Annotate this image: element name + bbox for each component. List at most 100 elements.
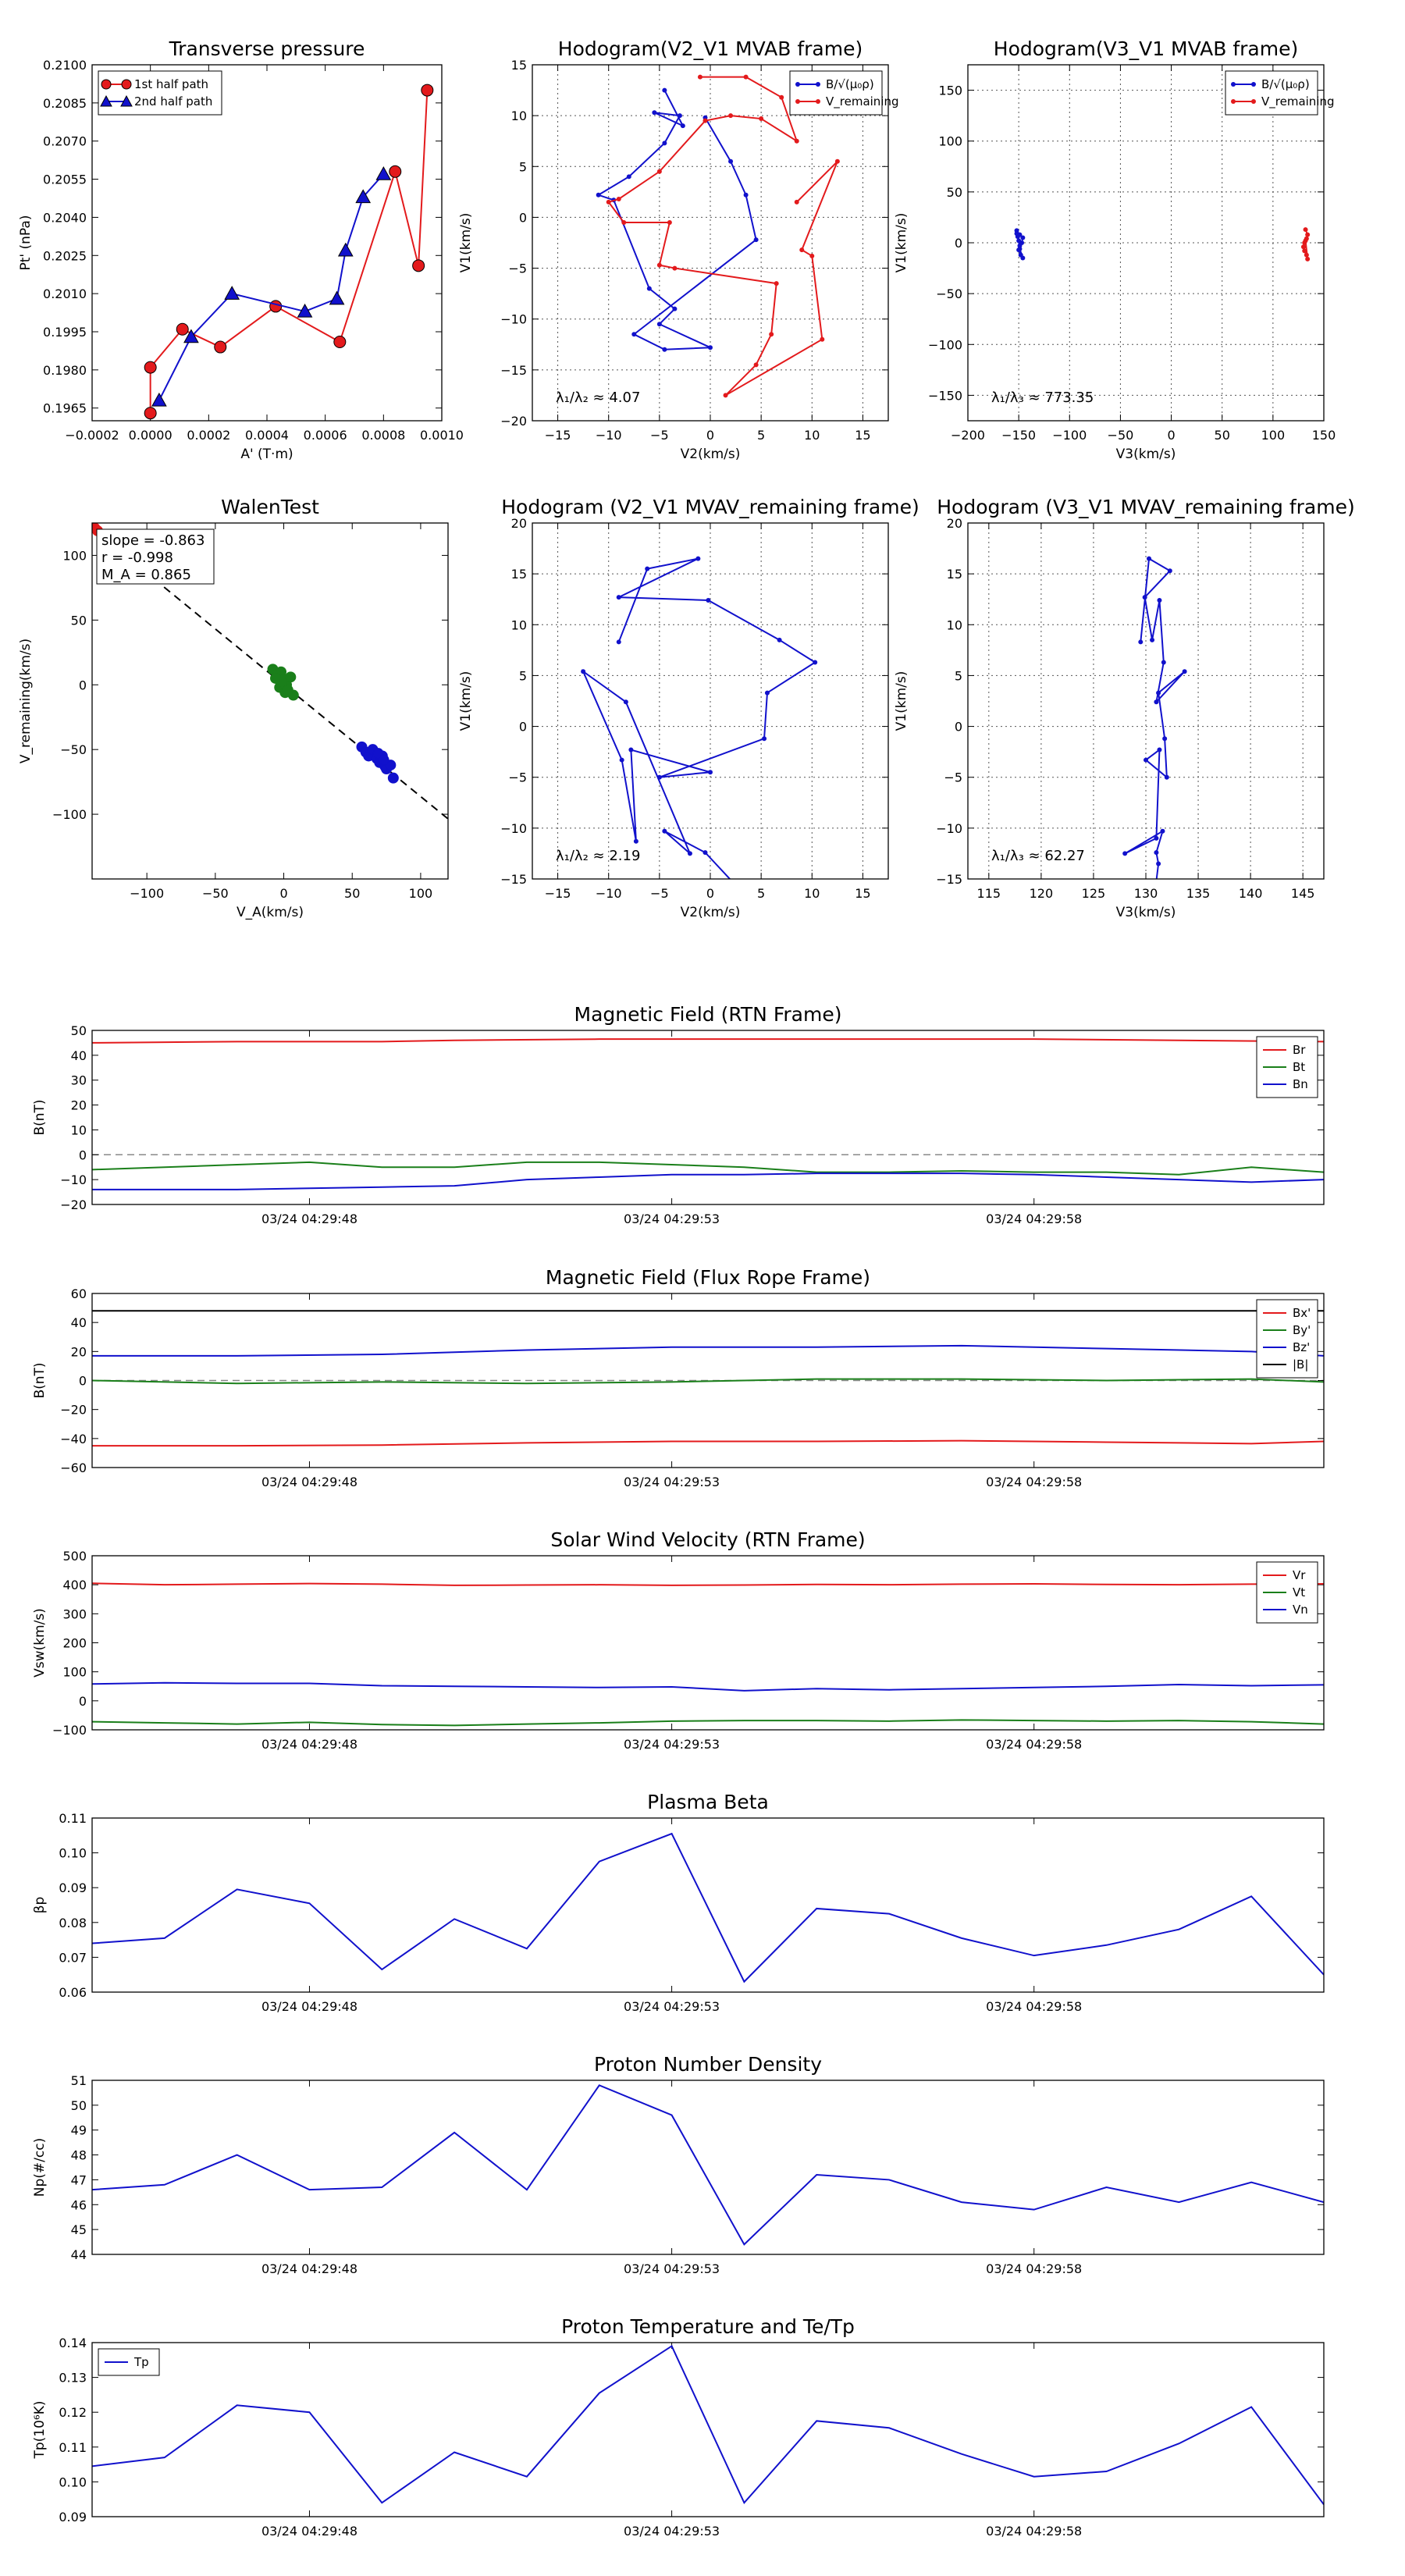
data-point	[333, 336, 347, 349]
y-tick-label: 15	[511, 567, 527, 582]
legend-label: 2nd half path	[134, 94, 212, 109]
x-tick-label: 5	[757, 428, 765, 443]
plot-frame	[91, 2342, 1325, 2517]
data-point	[1154, 850, 1159, 856]
y-tick-label: 0.2085	[43, 96, 87, 111]
x-axis-label: V2(km/s)	[681, 905, 741, 920]
data-point	[794, 199, 799, 205]
plot-area	[92, 1038, 1324, 1190]
series-line-vt	[92, 1719, 1324, 1727]
y-tick-label: 49	[71, 2123, 87, 2138]
data-point	[656, 169, 662, 174]
eigen-ratio-annotation: λ₁/λ₃ ≈ 773.35	[991, 390, 1094, 406]
x-tick-label: 03/24 04:29:53	[624, 2524, 720, 2539]
data-point	[762, 736, 767, 742]
x-tick-label: 03/24 04:29:58	[986, 1475, 1082, 1489]
data-point	[631, 332, 637, 337]
y-tick-label: 0.09	[59, 1880, 87, 1895]
chart-title: Plasma Beta	[647, 1791, 769, 1813]
legend-label: Vt	[1293, 1585, 1305, 1599]
data-point	[623, 699, 628, 705]
series-line-by-	[92, 1378, 1324, 1385]
y-tick-label: −10	[936, 821, 962, 836]
data-point	[329, 290, 345, 305]
chart-title: Hodogram(V3_V1 MVAB frame)	[994, 37, 1298, 60]
data-point	[662, 87, 667, 93]
y-tick-label: 200	[62, 1636, 87, 1651]
data-point	[656, 774, 662, 780]
x-axis-label: V3(km/s)	[1116, 447, 1176, 462]
plot-area	[92, 2344, 1324, 2505]
y-tick-label: 0	[79, 1374, 87, 1389]
data-point	[628, 747, 634, 753]
plot-frame	[91, 522, 449, 880]
y-tick-label: 500	[62, 1549, 87, 1564]
series-line-v-remaining	[607, 76, 838, 397]
data-point	[728, 158, 734, 164]
y-tick-label: 0.10	[59, 2475, 87, 2489]
data-point	[1167, 568, 1172, 574]
data-point	[378, 754, 389, 766]
y-tick-label: 0.2010	[43, 286, 87, 301]
x-tick-label: 50	[1215, 428, 1230, 443]
y-tick-label: −15	[936, 872, 962, 887]
series-line-tp	[92, 2344, 1324, 2505]
x-tick-label: 03/24 04:29:53	[624, 2261, 720, 2276]
legend-marker	[1251, 82, 1256, 87]
legend-label: V_remaining	[1261, 94, 1335, 109]
legend-label: Vr	[1293, 1568, 1306, 1582]
chart-title: Solar Wind Velocity (RTN Frame)	[550, 1528, 865, 1551]
data-point	[1020, 255, 1026, 261]
plot-area	[144, 84, 434, 420]
data-point	[1302, 248, 1307, 254]
y-tick-label: 20	[511, 516, 527, 531]
data-point	[764, 690, 770, 696]
data-point	[662, 828, 667, 834]
y-tick-label: 40	[71, 1048, 87, 1063]
data-point	[706, 598, 711, 603]
y-tick-label: 10	[947, 617, 962, 632]
data-point	[1154, 835, 1159, 841]
data-point	[743, 74, 749, 80]
legend-label: By'	[1293, 1323, 1311, 1337]
data-point	[753, 237, 759, 243]
data-point	[794, 138, 799, 144]
data-point	[813, 660, 818, 665]
legend: Br Bt Bn	[1256, 1036, 1318, 1098]
plot-area	[92, 2084, 1324, 2246]
y-tick-label: 48	[71, 2148, 87, 2163]
data-point	[646, 286, 652, 291]
y-tick-label: 0.09	[59, 2510, 87, 2524]
series-line-1st-half-path	[149, 90, 429, 414]
x-tick-label: −10	[596, 428, 622, 443]
chart-title: Hodogram(V2_V1 MVAB frame)	[558, 37, 863, 60]
data-point	[708, 345, 713, 350]
x-tick-label: −10	[596, 886, 622, 901]
data-point	[412, 259, 425, 272]
legend-frame	[789, 70, 883, 116]
data-point	[1161, 660, 1166, 665]
y-tick-label: 20	[947, 516, 962, 531]
x-tick-label: 03/24 04:29:58	[986, 1999, 1082, 2014]
x-tick-label: −150	[1001, 428, 1036, 443]
x-tick-label: 03/24 04:29:48	[261, 1212, 357, 1226]
series-line-bn	[92, 1172, 1324, 1190]
y-tick-label: 100	[62, 548, 87, 563]
walen-stats-box	[96, 528, 215, 585]
data-point	[697, 74, 702, 80]
chart-title: Magnetic Field (Flux Rope Frame)	[546, 1266, 870, 1289]
x-tick-label: 03/24 04:29:48	[261, 2524, 357, 2539]
y-tick-label: 150	[938, 84, 962, 98]
x-tick-label: 15	[855, 428, 870, 443]
y-axis-label: V1(km/s)	[458, 671, 474, 731]
legend-marker	[816, 99, 820, 104]
plot-area	[596, 74, 840, 398]
data-point	[1154, 699, 1159, 705]
y-tick-label: 15	[947, 567, 962, 582]
data-point	[695, 556, 701, 561]
y-tick-label: 0.13	[59, 2371, 87, 2386]
plot-frame	[967, 64, 1325, 422]
y-tick-label: 400	[62, 1578, 87, 1592]
chart-temp: 03/24 04:29:48 03/24 04:29:53 03/24 04:29:…	[32, 2315, 1325, 2539]
data-point	[621, 219, 627, 225]
